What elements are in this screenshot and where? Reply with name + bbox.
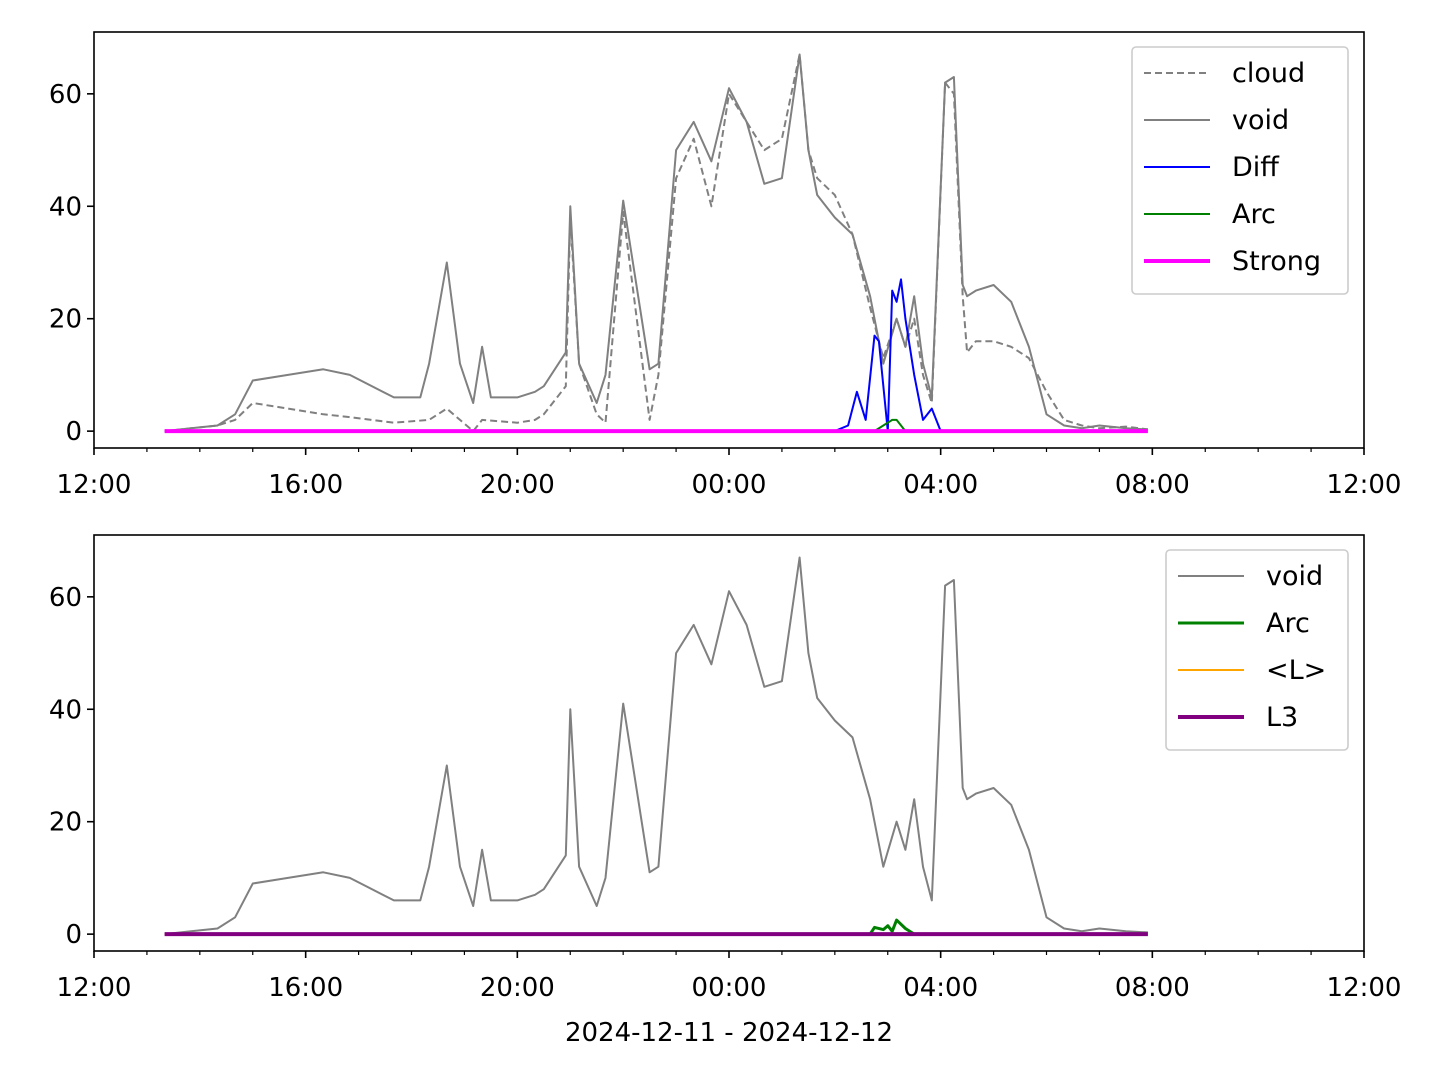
bottom-legend: void Arc <L> L3 [1165,549,1349,751]
bottom-x-tick-label: 12:00 [57,973,132,1003]
top-y-tick-label: 60 [49,80,82,110]
top-legend-label-arc: Arc [1232,199,1276,230]
top-subplot: 0 20 40 60 12:00 16:00 20:00 00:00 04:00 08:00 12:… [49,31,1402,500]
bottom-y-tick-label: 60 [49,583,82,613]
bottom-legend-box [1165,549,1349,751]
top-x-tick-label: 04:00 [903,470,978,500]
top-y-tick-label: 0 [65,417,82,447]
bottom-legend-label-l3: L3 [1266,702,1298,733]
bottom-x-tick-label: 16:00 [268,973,343,1003]
top-x-tick-label: 12:00 [1327,470,1402,500]
top-legend: cloud void Diff Arc Strong [1131,46,1349,295]
top-x-tick-label: 20:00 [480,470,555,500]
top-x-tick-label: 12:00 [57,470,132,500]
bottom-y-tick-label: 20 [49,808,82,838]
bottom-y-tick-label: 40 [49,695,82,725]
top-series-diff [834,278,942,433]
top-legend-label-diff: Diff [1232,152,1280,183]
top-x-tick-label: 00:00 [692,470,767,500]
top-legend-label-cloud: cloud [1232,58,1305,89]
top-series-cloud [164,53,1149,433]
bottom-series-arc [868,918,916,936]
top-x-tick-label: 16:00 [268,470,343,500]
top-x-tick-label: 08:00 [1115,470,1190,500]
bottom-x-tick-label: 00:00 [692,973,767,1003]
top-legend-label-strong: Strong [1232,246,1321,277]
bottom-x-axis-label: 2024-12-11 - 2024-12-12 [565,1018,893,1048]
top-legend-label-void: void [1232,105,1289,136]
top-y-tick-label: 40 [49,192,82,222]
top-series-void [164,53,1148,433]
top-series-arc [873,418,907,432]
top-y-tick-label: 20 [49,305,82,335]
bottom-x-tick-label: 08:00 [1115,973,1190,1003]
bottom-x-tick-label: 04:00 [903,973,978,1003]
bottom-y-tick-label: 0 [65,920,82,950]
bottom-x-tick-label: 12:00 [1327,973,1402,1003]
bottom-x-tick-label: 20:00 [480,973,555,1003]
bottom-legend-label-arc: Arc [1266,608,1310,639]
bottom-legend-label-void: void [1266,561,1323,592]
bottom-subplot: 0 20 40 60 12:00 16:00 20:00 00:00 04:00 08:00 12:… [49,534,1402,1048]
bottom-series-void [164,556,1148,936]
bottom-legend-label-l: <L> [1266,655,1326,686]
top-legend-box [1131,46,1349,295]
